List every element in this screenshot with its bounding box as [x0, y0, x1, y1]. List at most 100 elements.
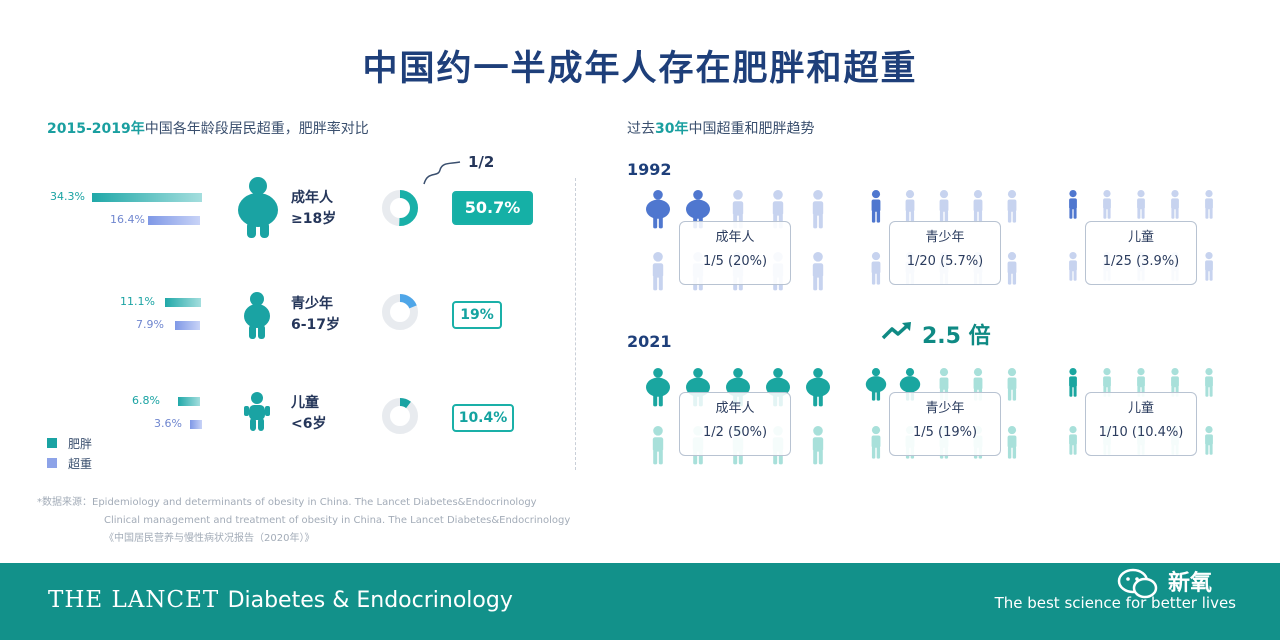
watermark: 新氧 [1168, 571, 1213, 596]
box-1992-adult: 成年人 1/5 (20%) [679, 221, 791, 285]
child-2021-person-icon [1171, 368, 1179, 397]
teen-obesity-bar [165, 298, 201, 307]
journal-title: THE LANCET [48, 587, 220, 613]
legend-overweight-label: 超重 [68, 457, 93, 471]
teen-overweight-value: 7.9% [136, 318, 164, 331]
child-donut [382, 398, 418, 434]
adult-donut [382, 190, 418, 226]
half-arrow-icon [423, 161, 461, 185]
adult-label-age: ≥18岁 [291, 211, 337, 227]
left-subtitle-years: 2015-2019年 [47, 121, 145, 137]
teen-1992-person-icon [905, 190, 915, 223]
box-2021-teen: 青少年 1/5 (19%) [889, 392, 1001, 456]
legend-obesity-swatch [47, 438, 57, 448]
child-1992-person-icon [1103, 190, 1111, 219]
teen-donut-arc [382, 294, 418, 330]
source-line-2: Clinical management and treatment of obe… [104, 515, 571, 526]
child-1992-person-icon [1069, 252, 1077, 281]
child-donut-arc [382, 398, 418, 434]
journal-name: THE LANCET Diabetes & Endocrinology [48, 587, 513, 613]
child-2021-person-icon [1069, 426, 1077, 455]
teen-2021-person-icon [871, 426, 881, 459]
child-overweight-value: 3.6% [154, 417, 182, 430]
teen-1992-person-icon [871, 252, 881, 285]
box-1992-child-label: 儿童 [1127, 230, 1154, 245]
child-person-icon [244, 392, 270, 431]
box-1992-teen: 青少年 1/20 (5.7%) [889, 221, 1001, 285]
box-2021-child: 儿童 1/10 (10.4%) [1085, 392, 1197, 456]
child-1992-person-icon [1171, 190, 1179, 219]
tagline: The best science for better lives [994, 594, 1236, 612]
trend-up-icon [881, 322, 911, 340]
year-1992: 1992 [627, 160, 672, 179]
journal-subtitle: Diabetes & Endocrinology [227, 588, 513, 613]
adult-label: 成年人 ≥18岁 [291, 188, 336, 230]
adult-1992-person-icon [646, 190, 670, 229]
teen-total-callout: 19% [452, 301, 502, 329]
box-1992-adult-value: 1/5 (20%) [702, 254, 768, 269]
right-subtitle-a: 过去 [627, 121, 655, 137]
half-note: 1/2 [468, 153, 495, 171]
child-obesity-bar [178, 397, 200, 406]
box-2021-teen-value: 1/5 (19%) [912, 425, 978, 440]
child-2021-person-icon [1205, 368, 1213, 397]
section-divider [575, 178, 576, 470]
adult-person-icon [238, 177, 278, 238]
box-2021-adult-value: 1/2 (50%) [702, 425, 768, 440]
teen-2021-person-icon [865, 368, 887, 401]
adult-label-name: 成年人 [291, 190, 333, 206]
adult-total-callout: 50.7% [452, 191, 533, 225]
child-1992-person-icon [1069, 190, 1077, 219]
teen-donut [382, 294, 418, 330]
wechat-icon [1117, 568, 1158, 599]
legend-obesity-label: 肥胖 [68, 437, 93, 451]
box-2021-teen-label: 青少年 [925, 401, 965, 416]
teen-1992-person-icon [939, 190, 949, 223]
child-label-name: 儿童 [291, 395, 319, 411]
left-subtitle: 2015-2019年中国各年龄段居民超重，肥胖率对比 [47, 118, 369, 138]
teen-2021-person-icon [1007, 426, 1017, 459]
teen-person-icon [244, 292, 270, 339]
growth-label: 2.5 倍 [922, 324, 991, 349]
box-1992-child-value: 1/25 (3.9%) [1102, 254, 1180, 269]
adult-2021-person-icon [652, 426, 664, 465]
adult-1992-person-icon [812, 190, 824, 229]
adult-1992-person-icon [812, 252, 824, 291]
adult-obesity-value: 34.3% [50, 190, 85, 203]
teen-overweight-bar [175, 321, 201, 330]
teen-1992-person-icon [871, 190, 881, 223]
child-label-age: <6岁 [291, 416, 327, 432]
adult-obesity-bar [92, 193, 202, 202]
box-2021-child-value: 1/10 (10.4%) [1098, 425, 1184, 440]
child-1992-person-icon [1137, 190, 1145, 219]
child-total-callout: 10.4% [452, 404, 514, 432]
right-subtitle: 过去30年中国超重和肥胖趋势 [627, 118, 814, 138]
left-subtitle-text: 中国各年龄段居民超重，肥胖率对比 [144, 121, 369, 137]
box-1992-adult-label: 成年人 [715, 230, 755, 245]
teen-2021-person-icon [1007, 368, 1017, 401]
box-1992-teen-value: 1/20 (5.7%) [906, 254, 984, 269]
source-line-3: 《中国居民营养与慢性病状况报告（2020年）》 [104, 533, 315, 544]
child-obesity-value: 6.8% [132, 394, 160, 407]
box-1992-teen-label: 青少年 [925, 230, 965, 245]
adult-2021-person-icon [646, 368, 670, 407]
child-1992-person-icon [1205, 190, 1213, 219]
source-line-1: *数据来源：Epidemiology and determinants of o… [37, 497, 537, 508]
teen-label-name: 青少年 [291, 296, 333, 312]
footer-band [0, 563, 1280, 640]
box-2021-adult-label: 成年人 [715, 401, 755, 416]
teen-1992-person-icon [973, 190, 983, 223]
child-overweight-bar [190, 420, 202, 429]
adult-1992-person-icon [652, 252, 664, 291]
adult-overweight-bar [148, 216, 201, 225]
adult-donut-arc [382, 190, 418, 226]
teen-label: 青少年 6-17岁 [291, 294, 340, 336]
page-title: 中国约一半成年人存在肥胖和超重 [362, 49, 918, 89]
teen-1992-person-icon [1007, 190, 1017, 223]
year-2021: 2021 [627, 332, 672, 351]
teen-label-age: 6-17岁 [291, 317, 341, 333]
child-1992-person-icon [1205, 252, 1213, 281]
right-subtitle-years: 30年 [655, 121, 689, 137]
teen-1992-person-icon [1007, 252, 1017, 285]
box-1992-child: 儿童 1/25 (3.9%) [1085, 221, 1197, 285]
